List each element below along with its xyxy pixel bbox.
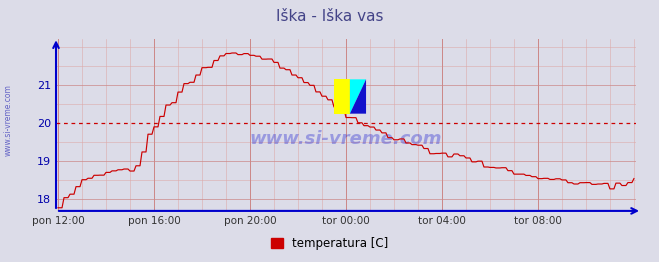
Text: Iška - Iška vas: Iška - Iška vas (275, 9, 384, 24)
Bar (333, 79, 350, 114)
Text: www.si-vreme.com: www.si-vreme.com (3, 85, 13, 156)
Polygon shape (350, 79, 366, 114)
Polygon shape (350, 79, 366, 114)
Text: www.si-vreme.com: www.si-vreme.com (250, 130, 442, 148)
Legend: temperatura [C]: temperatura [C] (266, 232, 393, 255)
